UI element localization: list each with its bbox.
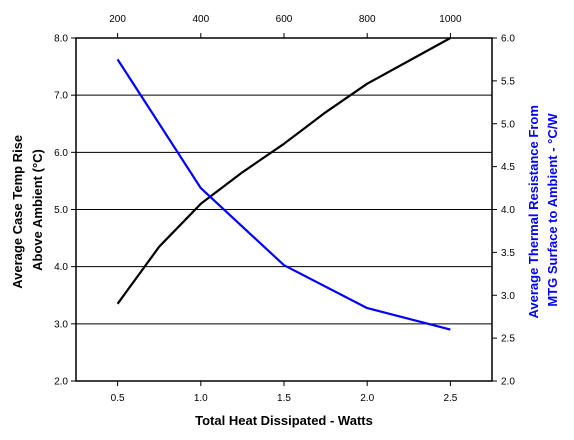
top-x-tick-label: 800 [359, 14, 376, 25]
temp-rise-line [116, 37, 451, 305]
right-y-tick-label: 2.0 [501, 377, 515, 388]
right-y-tick-label: 5.5 [501, 76, 515, 87]
top-x-tick-label: 400 [192, 14, 209, 25]
left-y-axis-title-line-1: Average Case Temp Rise [10, 135, 25, 289]
right-y-tick-label: 3.0 [501, 291, 515, 302]
left-y-tick-label: 4.0 [54, 262, 68, 273]
right-y-tick-label: 6.0 [501, 34, 515, 45]
right-y-axis-title-line-1: Average Thermal Resistance From [526, 105, 541, 318]
right-y-tick-label: 3.5 [501, 248, 515, 259]
x-axis-title: Total Heat Dissipated - Watts [195, 413, 373, 428]
top-x-tick-label: 600 [276, 14, 293, 25]
thermal-resistance-line [116, 58, 451, 331]
x-tick-label: 0.5 [111, 393, 125, 404]
left-y-axis-title-line-2: Above Ambient (°C) [30, 149, 45, 271]
axis-ticks [71, 33, 497, 386]
top-x-tick-label: 200 [109, 14, 126, 25]
left-y-tick-label: 3.0 [54, 319, 68, 330]
x-tick-label: 2.0 [360, 393, 374, 404]
left-y-tick-label: 6.0 [54, 148, 68, 159]
x-tick-label: 1.0 [194, 393, 208, 404]
tick-labels: 2.0 3.0 4.0 5.0 6.0 7.0 8.0 2.0 2.5 3.0 3.5 4.0 4.5 5… [54, 14, 515, 404]
right-y-axis-title-line-2: MTG Surface to Ambient - °C/W [545, 113, 560, 307]
left-y-tick-label: 8.0 [54, 34, 68, 45]
x-tick-label: 1.5 [277, 393, 291, 404]
right-y-tick-label: 5.0 [501, 119, 515, 130]
left-y-tick-label: 5.0 [54, 205, 68, 216]
left-y-axis-title: Average Case Temp Rise Above Ambient (°C… [10, 131, 45, 289]
series-lines [116, 37, 451, 331]
top-x-tick-label: 1000 [439, 14, 462, 25]
left-y-tick-label: 7.0 [54, 91, 68, 102]
right-y-tick-label: 4.0 [501, 205, 515, 216]
left-y-tick-label: 2.0 [54, 377, 68, 388]
x-tick-label: 2.5 [443, 393, 457, 404]
right-y-axis-title: Average Thermal Resistance From MTG Surf… [526, 101, 560, 318]
right-y-tick-label: 2.5 [501, 334, 515, 345]
right-y-tick-label: 4.5 [501, 162, 515, 173]
